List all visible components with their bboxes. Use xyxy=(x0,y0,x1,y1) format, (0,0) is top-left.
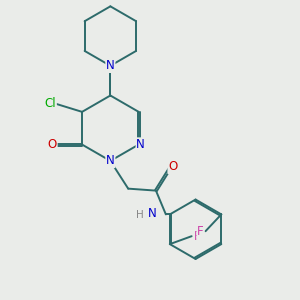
Text: N: N xyxy=(106,59,115,72)
Text: N: N xyxy=(106,154,115,167)
Text: O: O xyxy=(48,138,57,151)
Text: F: F xyxy=(197,225,204,238)
Text: Cl: Cl xyxy=(44,98,56,110)
Text: H: H xyxy=(136,210,144,220)
Text: N: N xyxy=(136,138,145,151)
Text: F: F xyxy=(194,230,201,243)
Text: O: O xyxy=(168,160,177,173)
Text: N: N xyxy=(148,207,156,220)
